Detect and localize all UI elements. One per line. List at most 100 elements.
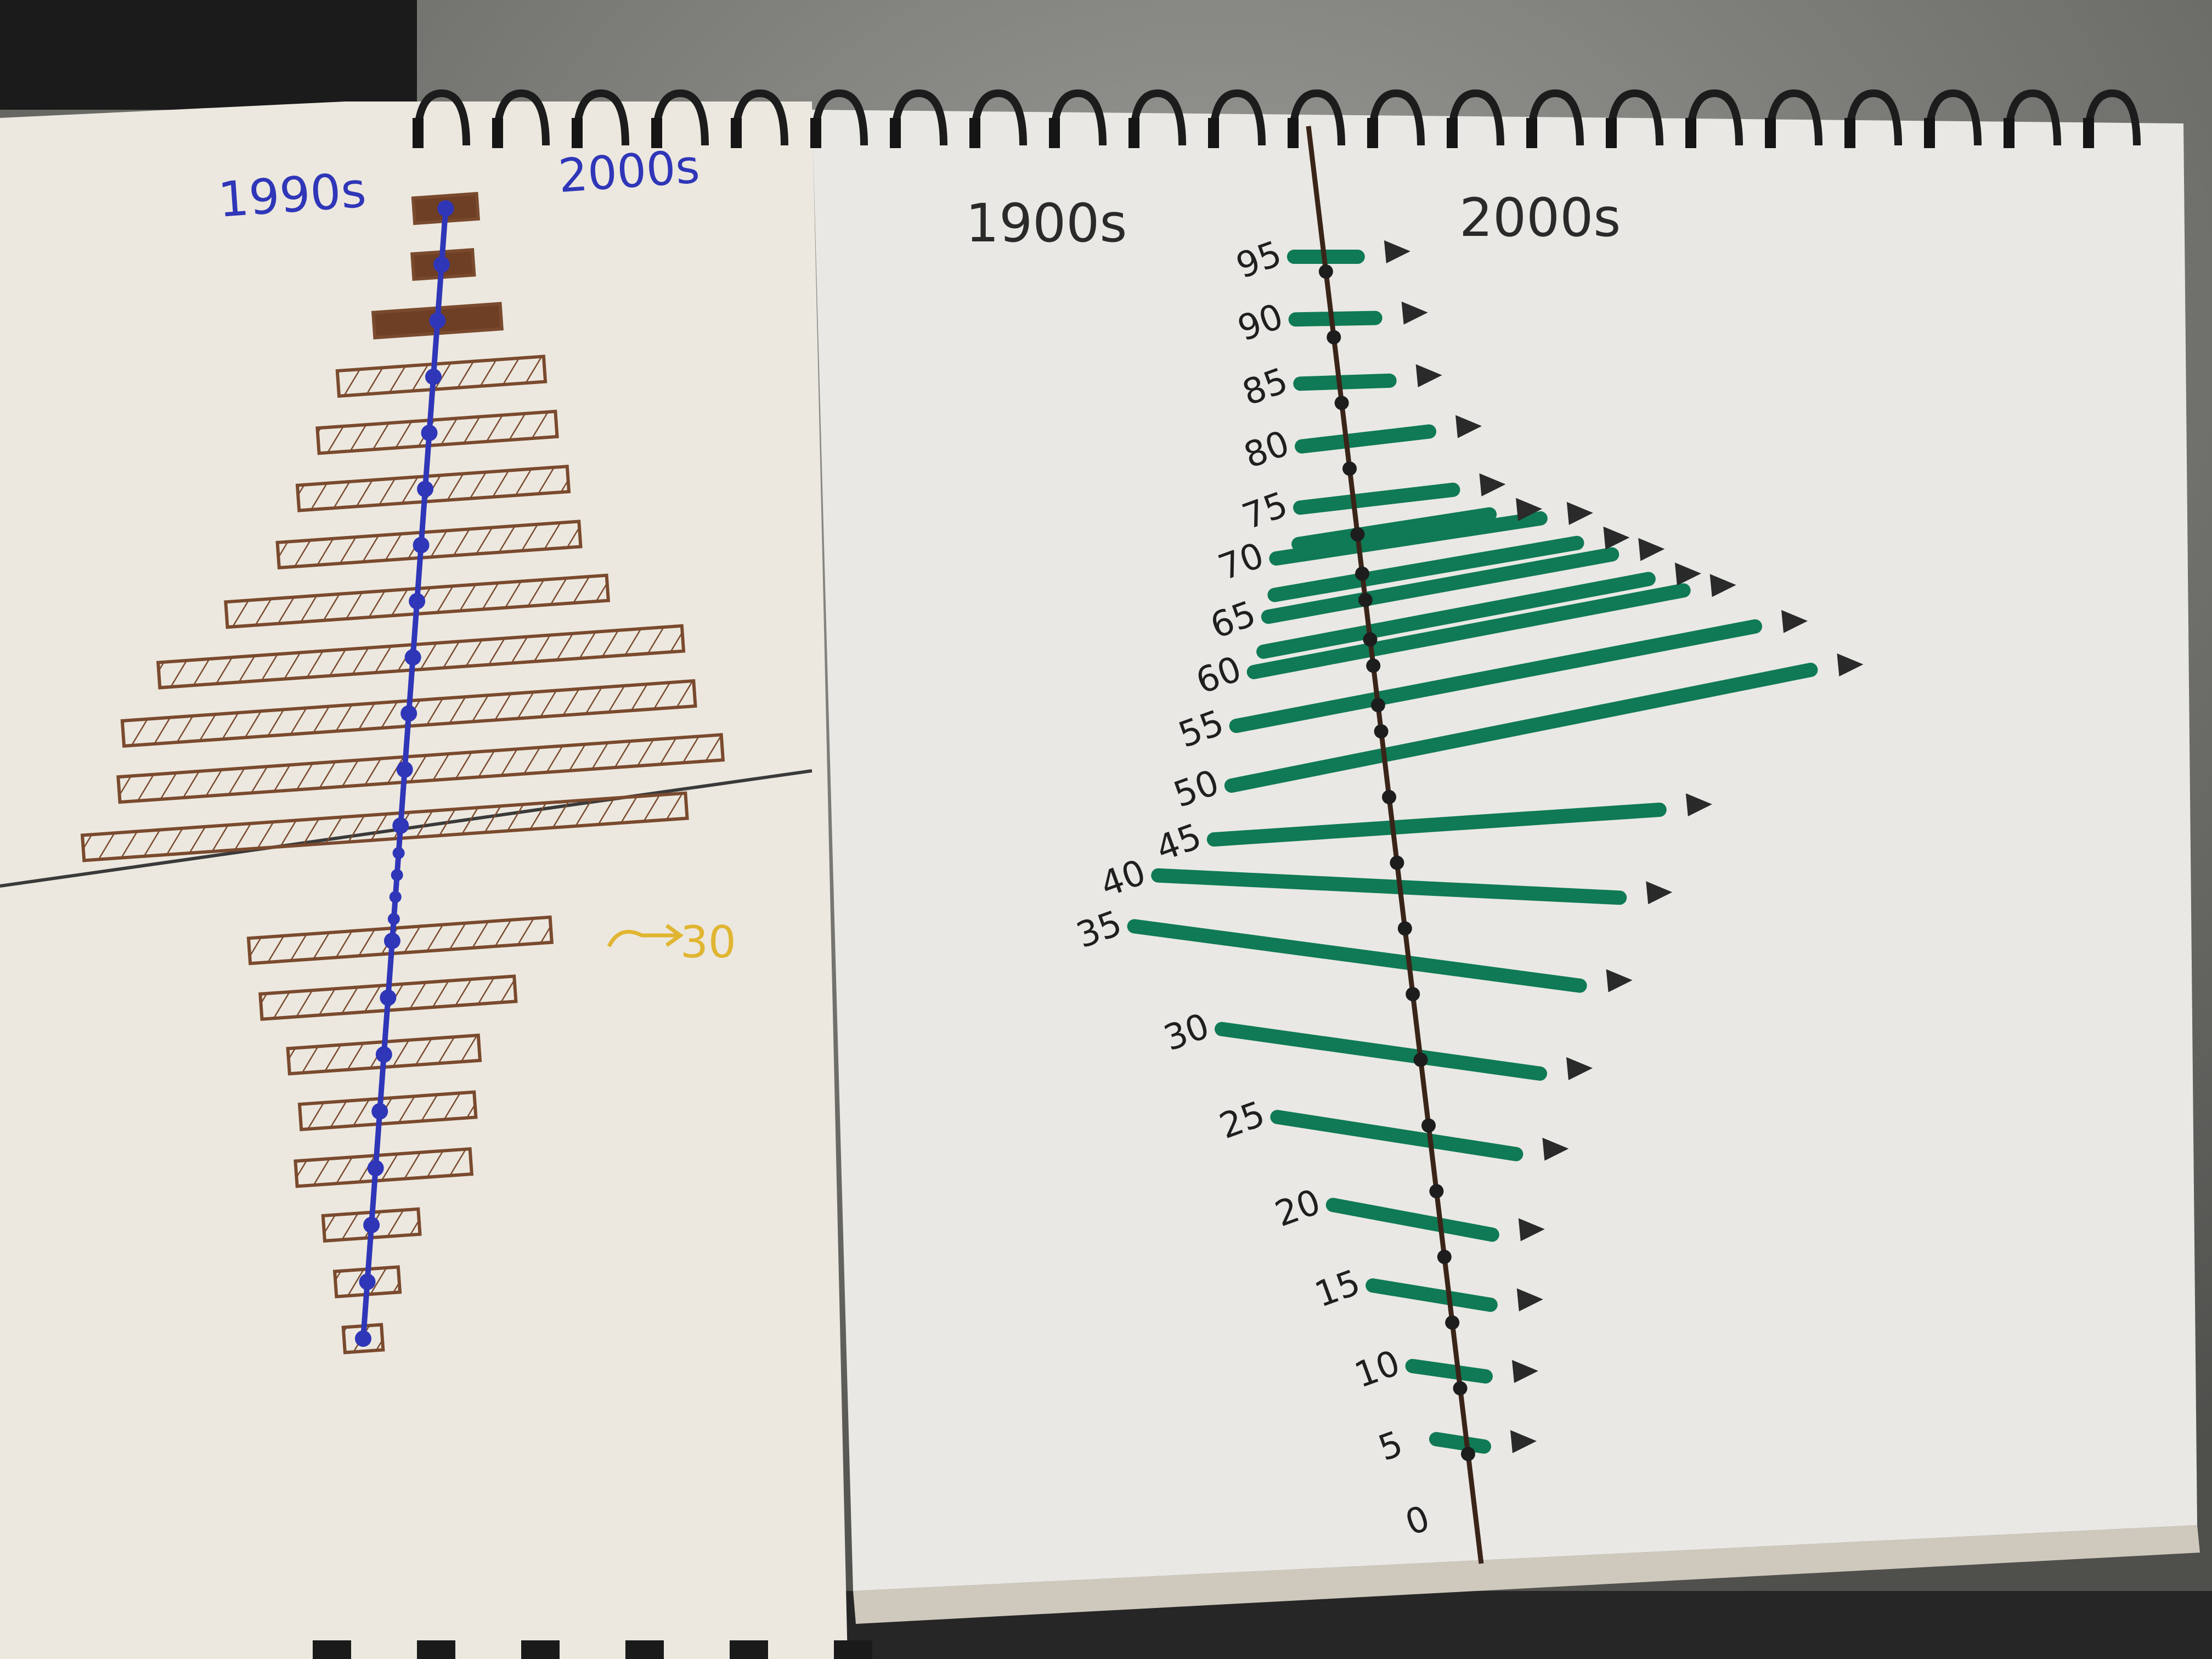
left-chart-axis-dot xyxy=(383,933,400,949)
spiral-hole xyxy=(1447,118,1458,148)
spiral-hole xyxy=(810,118,821,148)
left-chart-axis-dot xyxy=(404,649,421,666)
right-chart-arrowhead xyxy=(1674,562,1701,586)
right-chart-arrowhead xyxy=(1479,473,1506,496)
spiral-hole xyxy=(1049,118,1060,148)
right-chart-bars xyxy=(1127,249,1818,1454)
right-chart-axis-dot xyxy=(1363,632,1378,647)
left-chart-axis-dot xyxy=(371,1103,388,1120)
left-chart-axis-dot xyxy=(363,1216,380,1233)
spiral-hole xyxy=(890,118,901,148)
bottom-ring xyxy=(521,1640,560,1659)
right-chart-bar xyxy=(1215,1022,1548,1081)
right-chart-bar xyxy=(1295,424,1437,454)
right-chart-bar xyxy=(1293,482,1460,515)
spiral-hole xyxy=(731,118,742,148)
right-chart-axis-dot xyxy=(1342,461,1357,476)
right-chart-left-label: 1900s xyxy=(966,193,1127,254)
left-chart-right-label: 2000s xyxy=(557,139,702,203)
spiral-hole xyxy=(969,118,980,148)
left-chart-axis-dot xyxy=(392,817,409,834)
right-chart-arrowhead xyxy=(1511,1359,1538,1383)
right-chart-axis-dot xyxy=(1397,921,1412,936)
spiral-hole xyxy=(1367,118,1378,148)
left-chart-annotation: 30 xyxy=(680,917,736,968)
right-chart-axis-dot xyxy=(1334,396,1349,410)
left-chart-axis-dot xyxy=(389,891,402,903)
right-chart-axis-dot xyxy=(1318,264,1333,279)
right-chart-axis-dot xyxy=(1421,1118,1436,1133)
left-chart-axis-dot xyxy=(355,1330,371,1347)
right-chart-axis-dots xyxy=(1318,264,1475,1462)
right-chart-arrowhead xyxy=(1542,1137,1569,1161)
right-chart-bar xyxy=(1269,511,1548,566)
right-chart-axis-dot xyxy=(1429,1184,1444,1199)
right-chart-arrowhead xyxy=(1709,574,1736,597)
spiral-hole xyxy=(1208,118,1219,148)
left-chart-axis-dot xyxy=(425,368,442,385)
right-chart-arrowhead xyxy=(1415,364,1442,387)
spiral-hole xyxy=(651,118,662,148)
right-chart-arrowhead xyxy=(1685,793,1712,817)
left-chart-axis-dot xyxy=(375,1046,392,1063)
bottom-ring xyxy=(834,1640,872,1659)
right-chart-arrowhead xyxy=(1518,1218,1545,1242)
spiral-hole xyxy=(1288,118,1299,148)
bottom-ring xyxy=(625,1640,664,1659)
spiral-hole xyxy=(1526,118,1537,148)
spiral-hole xyxy=(1685,118,1696,148)
left-chart-axis-dot xyxy=(392,847,405,859)
left-chart-axis-dot xyxy=(433,256,450,273)
right-chart-arrowhead xyxy=(1603,526,1630,550)
left-chart-axis-dots xyxy=(355,200,454,1347)
right-chart-bar xyxy=(1256,572,1656,659)
spiral-hole xyxy=(572,118,583,148)
right-chart-arrowhead xyxy=(1566,1057,1593,1080)
right-chart-bar xyxy=(1291,507,1497,551)
right-chart-arrowhead xyxy=(1781,610,1808,633)
right-chart-axis-dot xyxy=(1374,724,1389,739)
left-chart-left-label: 1990s xyxy=(216,161,368,228)
left-chart-bar xyxy=(80,791,689,862)
right-chart-bar xyxy=(1405,1358,1493,1384)
left-chart-axis-dot xyxy=(400,705,417,722)
right-chart-bar xyxy=(1267,535,1584,602)
left-chart-axis-dot xyxy=(437,200,454,217)
spiral-hole xyxy=(492,118,503,148)
right-chart-bar xyxy=(1293,373,1397,391)
left-chart-axis-dot xyxy=(380,989,397,1006)
left-chart-axis-dot xyxy=(391,869,403,881)
spiral-hole xyxy=(1606,118,1617,148)
right-notebook-page xyxy=(812,110,2197,1591)
dark-corner xyxy=(0,0,417,110)
spiral-hole xyxy=(2004,118,2015,148)
left-chart-axis-dot xyxy=(413,537,430,554)
left-chart-axis-dot xyxy=(359,1273,376,1290)
right-chart-bar xyxy=(1127,919,1587,993)
right-chart-axis-dot xyxy=(1437,1250,1452,1265)
left-notebook-page xyxy=(0,101,848,1659)
bottom-ring xyxy=(730,1640,768,1659)
right-chart-axis-dot xyxy=(1350,527,1365,541)
right-chart-bar xyxy=(1224,663,1818,793)
spiral-hole xyxy=(2083,118,2094,148)
right-chart-axis-dot xyxy=(1358,592,1373,607)
right-chart-arrowhead xyxy=(1516,498,1543,521)
bottom-binding xyxy=(313,1640,872,1659)
left-population-pyramid: 1990s 2000s 30 xyxy=(80,139,736,1355)
right-chart-axis-dot xyxy=(1453,1381,1468,1396)
left-chart-bar xyxy=(116,733,725,804)
right-chart-arrowhead xyxy=(1606,969,1633,992)
right-chart-arrowhead xyxy=(1638,538,1665,561)
right-chart-axis-dot xyxy=(1355,566,1370,581)
left-chart-axis-dot xyxy=(367,1160,384,1177)
right-chart-axis-dot xyxy=(1413,1052,1428,1067)
right-chart-axis-dot xyxy=(1390,855,1404,870)
right-chart-axis-dot xyxy=(1445,1315,1460,1330)
right-chart-bar xyxy=(1288,311,1383,327)
right-chart-arrowhead xyxy=(1566,501,1593,525)
left-chart-axis-dot xyxy=(409,592,426,610)
left-chart-axis-dot xyxy=(421,425,438,442)
left-chart-axis-dot xyxy=(396,761,413,778)
right-chart-bar xyxy=(1365,1278,1498,1312)
